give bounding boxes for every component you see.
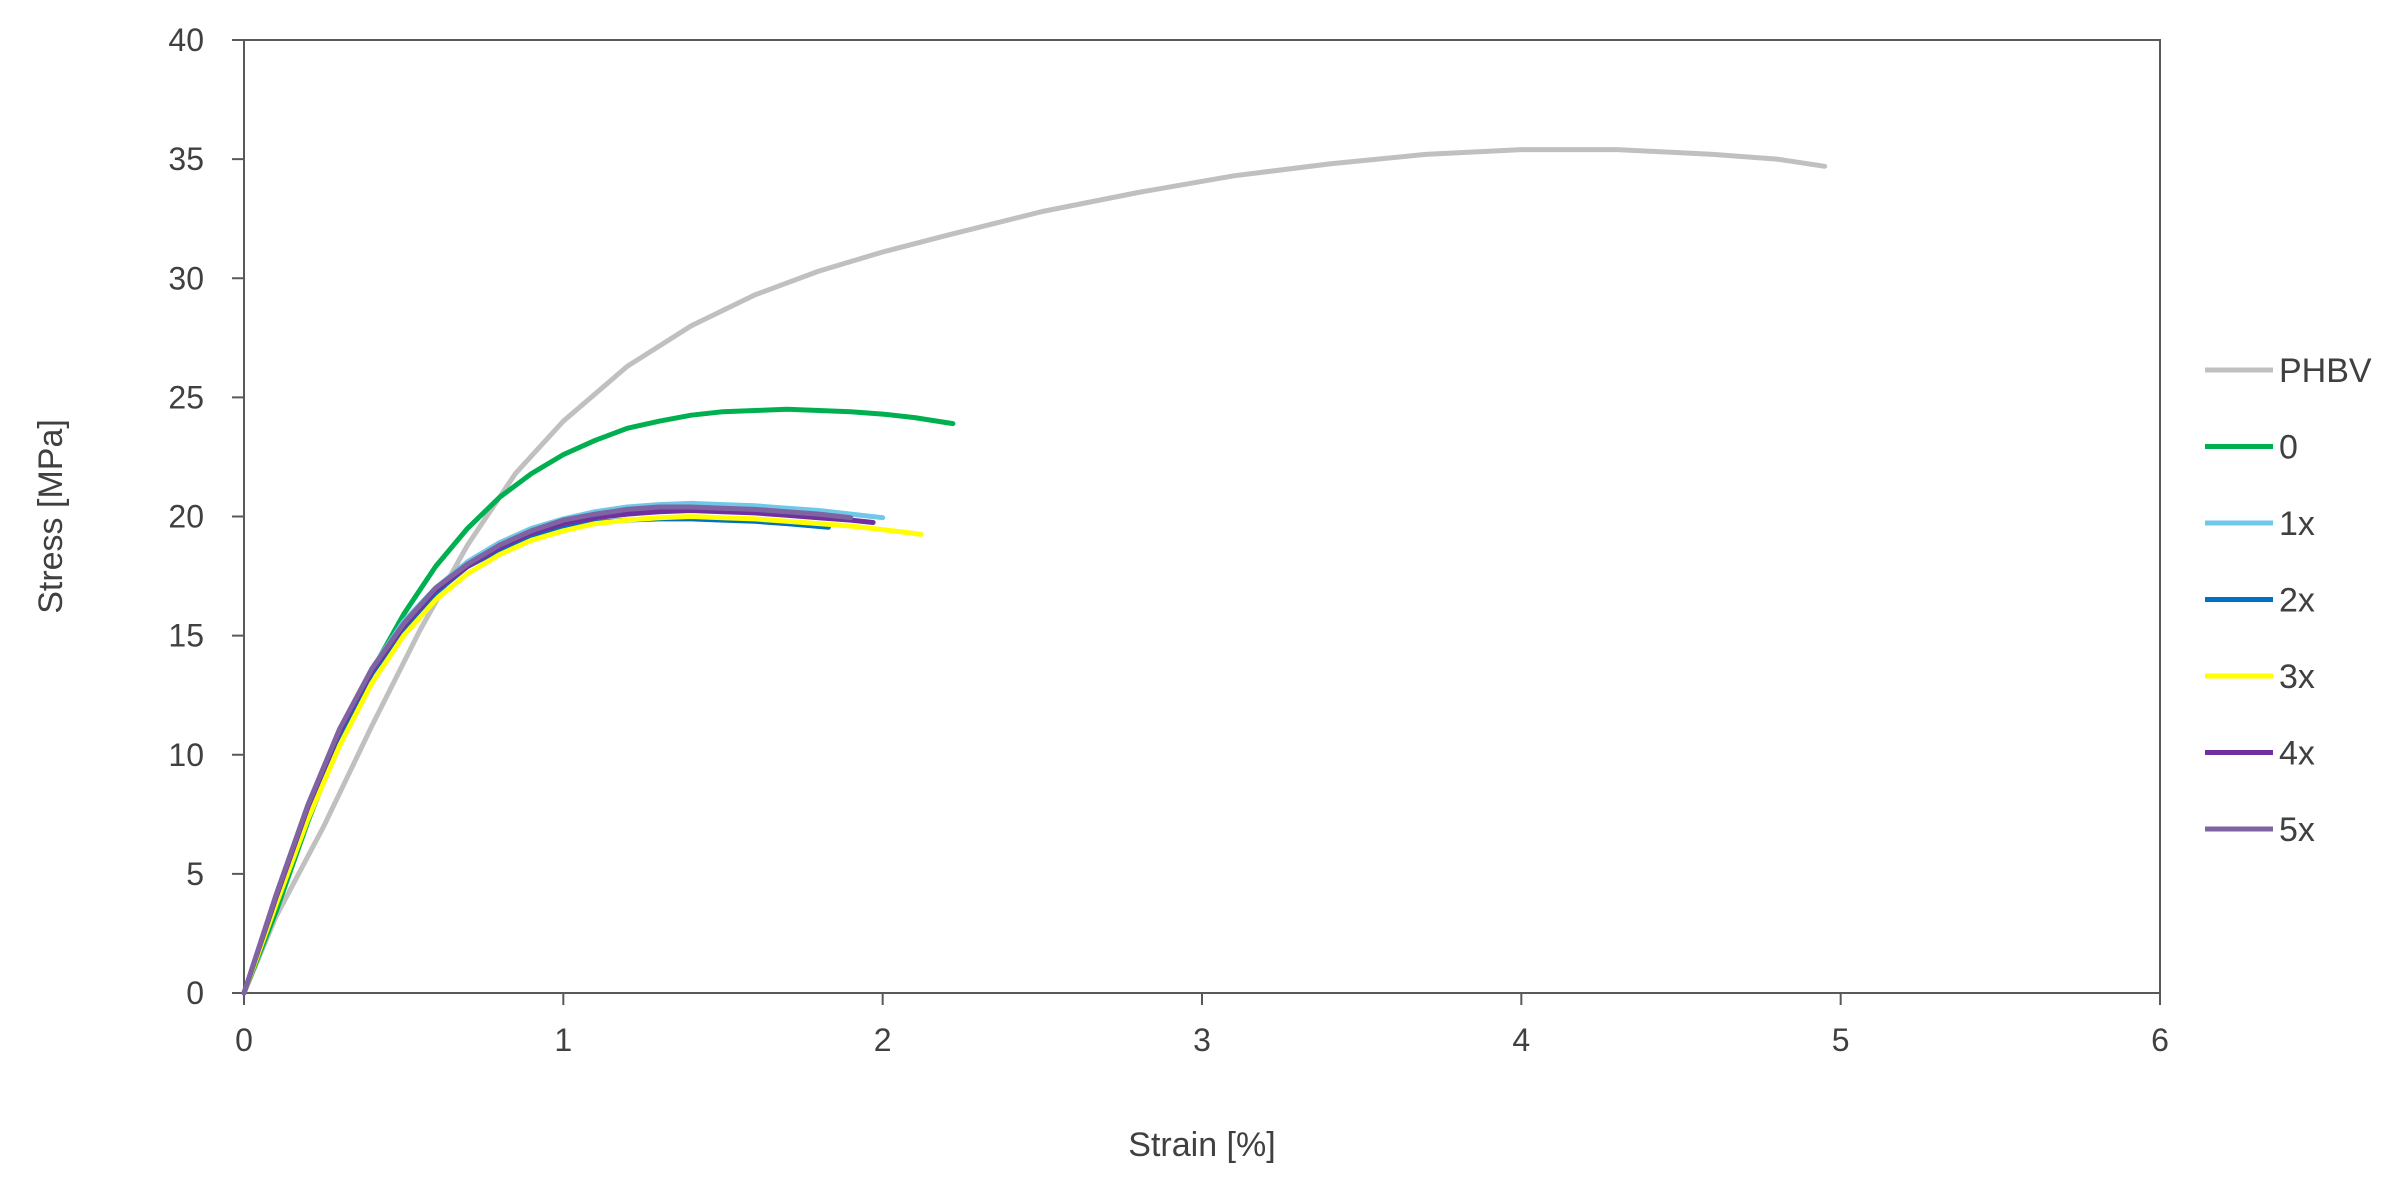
legend: PHBV 0 1x 2x 3x 4x 5x bbox=[2205, 352, 2372, 849]
x-tick-label: 1 bbox=[554, 1022, 572, 1058]
legend-label: 4x bbox=[2279, 735, 2315, 773]
x-tick-label: 5 bbox=[1832, 1022, 1850, 1058]
legend-label: 2x bbox=[2279, 582, 2315, 620]
x-tick-label: 2 bbox=[874, 1022, 892, 1058]
legend-label: 1x bbox=[2279, 505, 2315, 543]
legend-label: 5x bbox=[2279, 811, 2315, 849]
y-tick-label: 35 bbox=[168, 141, 204, 177]
y-tick-label: 0 bbox=[186, 975, 204, 1011]
x-tick-label: 3 bbox=[1193, 1022, 1211, 1058]
y-tick-label: 25 bbox=[168, 379, 204, 415]
y-tick-label: 10 bbox=[168, 737, 204, 773]
y-tick-label: 40 bbox=[168, 22, 204, 58]
x-axis-title: Strain [%] bbox=[1128, 1126, 1275, 1164]
series-line-PHBV bbox=[241, 147, 1828, 996]
series-lines bbox=[241, 147, 1828, 996]
legend-label: 3x bbox=[2279, 658, 2315, 696]
series-line-5x bbox=[241, 504, 854, 996]
legend-label: PHBV bbox=[2279, 352, 2372, 390]
y-tick-label: 30 bbox=[168, 260, 204, 296]
y-tick-label: 15 bbox=[168, 618, 204, 654]
series-line-3x bbox=[241, 514, 924, 996]
y-tick-label: 20 bbox=[168, 499, 204, 535]
axis-ticks: 0 1 2 3 4 5 6 0 5 10 15 20 25 30 35 40 bbox=[168, 22, 2168, 1058]
y-axis-title: Stress [MPa] bbox=[32, 419, 70, 614]
y-tick-label: 5 bbox=[186, 856, 204, 892]
x-tick-label: 6 bbox=[2151, 1022, 2169, 1058]
x-tick-label: 4 bbox=[1512, 1022, 1530, 1058]
x-tick-label: 0 bbox=[235, 1022, 253, 1058]
legend-label: 0 bbox=[2279, 429, 2298, 467]
